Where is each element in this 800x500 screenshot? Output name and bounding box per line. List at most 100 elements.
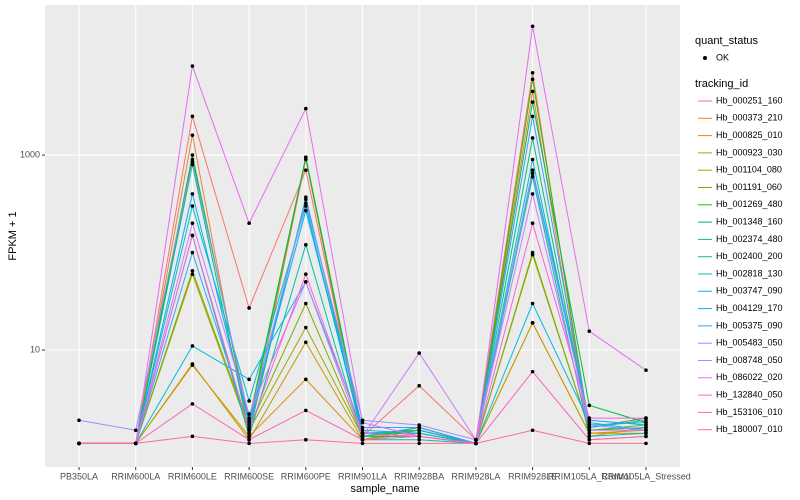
data-point	[304, 204, 308, 208]
data-point	[360, 434, 365, 439]
legend-title: quant_status	[695, 35, 758, 47]
data-point	[587, 416, 592, 420]
data-point	[530, 89, 535, 94]
data-point	[247, 434, 251, 439]
data-point	[530, 174, 535, 179]
legend-label: Hb_005375_090	[716, 320, 783, 330]
data-point	[530, 77, 535, 82]
data-point	[247, 431, 251, 436]
legend-label: Hb_002818_130	[716, 268, 783, 278]
data-point	[360, 425, 365, 430]
data-point	[247, 377, 251, 382]
data-point	[587, 434, 592, 439]
data-point	[190, 192, 195, 196]
data-point	[587, 441, 592, 446]
data-point	[304, 280, 308, 284]
data-point	[587, 428, 592, 433]
data-point	[247, 416, 251, 420]
data-point	[190, 221, 195, 226]
data-point	[530, 100, 535, 104]
x-tick-label: RRIM600SE	[224, 471, 274, 481]
data-point	[530, 428, 535, 433]
data-point	[474, 441, 478, 446]
y-tick-label: 10	[30, 344, 40, 354]
data-point	[644, 431, 648, 436]
data-point	[190, 133, 195, 138]
legend-label: Hb_001269_480	[716, 199, 783, 209]
legend-label: Hb_180007_010	[716, 424, 783, 434]
legend-label: Hb_004129_170	[716, 303, 783, 313]
data-point	[304, 377, 308, 382]
data-point	[77, 418, 81, 423]
data-point	[530, 136, 535, 140]
data-point	[190, 204, 195, 208]
data-point	[417, 437, 421, 442]
data-point	[530, 369, 535, 374]
legend-label: Hb_000825_010	[716, 130, 783, 140]
data-point	[360, 437, 365, 442]
data-point	[644, 368, 648, 373]
data-point	[304, 168, 308, 172]
data-point	[247, 425, 251, 430]
data-point	[417, 425, 421, 430]
data-point	[247, 420, 251, 425]
x-tick-label: RRIM105LA_Stressed	[601, 471, 691, 481]
legend-label: Hb_000923_030	[716, 147, 783, 157]
x-axis-label: sample_name	[350, 483, 419, 495]
data-point	[644, 420, 648, 425]
data-point	[587, 329, 592, 333]
data-point	[530, 168, 535, 172]
data-point	[644, 441, 648, 446]
data-point	[190, 402, 195, 406]
data-point	[304, 301, 308, 306]
data-point	[190, 233, 195, 238]
data-point	[530, 114, 535, 119]
data-point	[304, 408, 308, 413]
data-point	[417, 428, 421, 433]
legend-label: Hb_001104_080	[716, 165, 782, 175]
y-axis-label: FPKM + 1	[7, 211, 19, 260]
data-point	[133, 441, 138, 446]
data-point	[133, 428, 138, 433]
x-tick-label: RRIM600PE	[281, 471, 331, 481]
data-point	[304, 340, 308, 345]
legend-label: Hb_002400_200	[716, 251, 783, 261]
legend-label: Hb_086022_020	[716, 372, 783, 382]
data-point	[190, 162, 195, 167]
data-point	[304, 197, 308, 202]
data-point	[190, 153, 195, 157]
legend-label: Hb_000251_160	[716, 95, 783, 105]
data-point	[644, 428, 648, 433]
data-point	[587, 431, 592, 436]
data-point	[530, 301, 535, 306]
data-point	[247, 399, 251, 403]
data-point	[644, 416, 648, 420]
data-point	[247, 437, 251, 442]
data-point	[304, 272, 308, 276]
data-point	[587, 423, 592, 427]
x-tick-label: RRIM928LA	[451, 471, 500, 481]
data-point	[530, 321, 535, 325]
data-point	[190, 434, 195, 439]
data-point	[644, 425, 648, 430]
data-point	[360, 428, 365, 433]
data-point	[247, 428, 251, 433]
data-point	[530, 24, 535, 29]
x-tick-label: RRIM600LE	[168, 471, 217, 481]
data-point	[190, 160, 195, 164]
data-point	[417, 431, 421, 436]
data-point	[644, 434, 648, 439]
data-point	[304, 201, 308, 206]
data-point	[530, 157, 535, 162]
data-point	[417, 434, 421, 439]
legend-title: tracking_id	[695, 78, 748, 90]
legend-key	[703, 56, 707, 60]
data-point	[247, 306, 251, 310]
data-point	[190, 272, 195, 276]
data-point	[530, 192, 535, 196]
data-point	[304, 208, 308, 213]
data-point	[587, 403, 592, 408]
x-tick-label: RRIM901LA	[338, 471, 387, 481]
legend-label: Hb_005483_050	[716, 338, 783, 348]
